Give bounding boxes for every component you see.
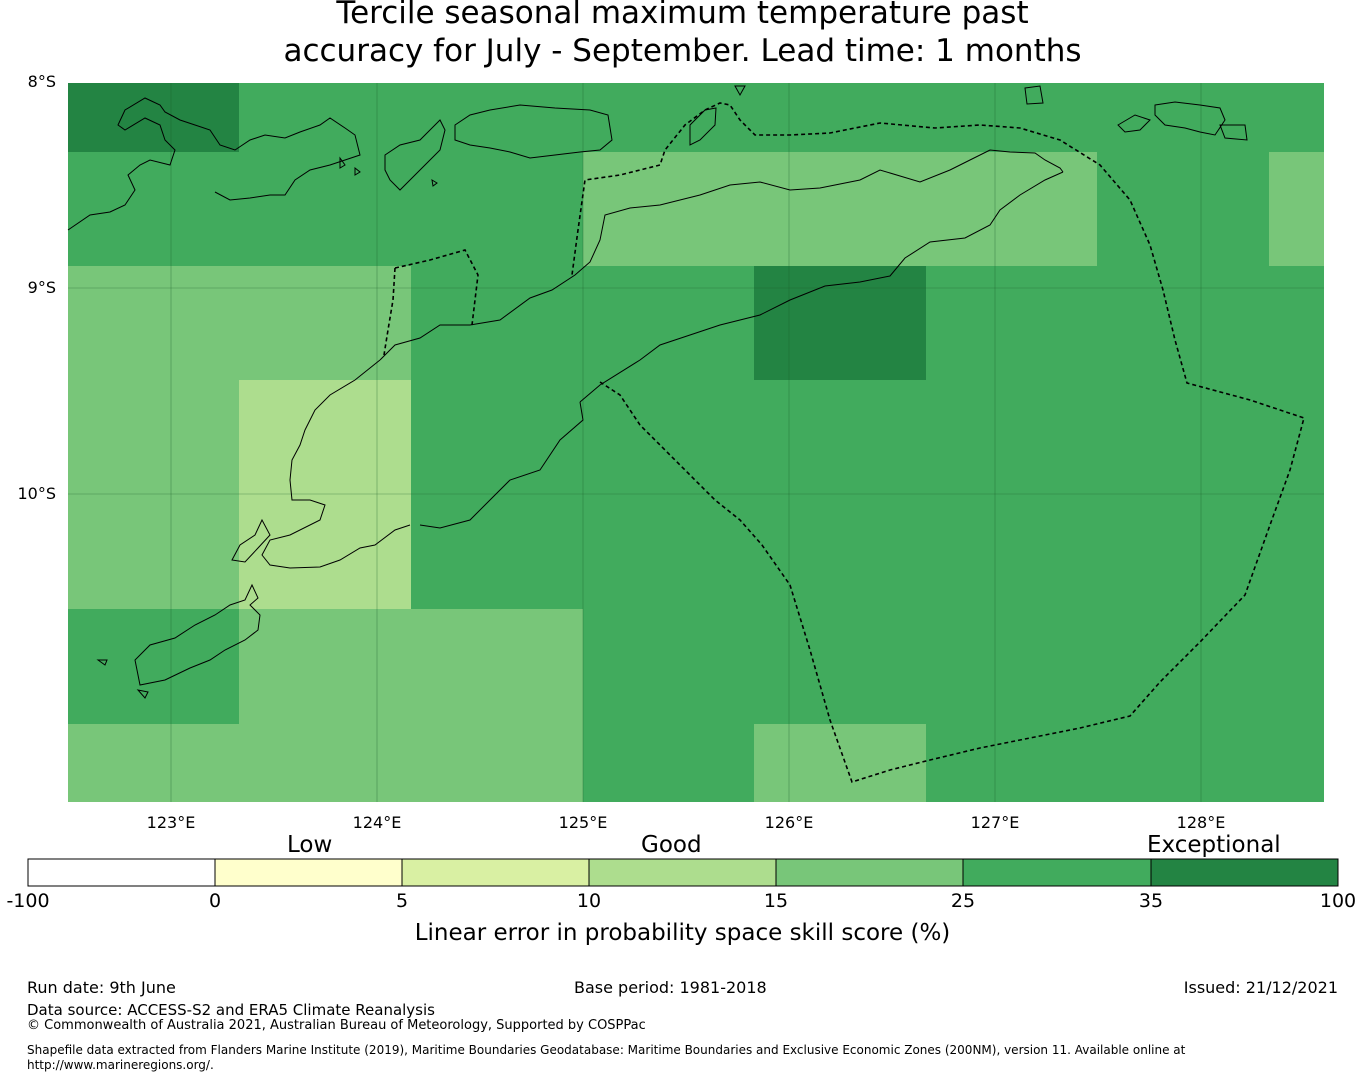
lon-label-127e: 127°E <box>970 813 1020 832</box>
grid-cell <box>754 266 926 380</box>
small-island <box>136 689 149 699</box>
grid-cell <box>583 152 1097 266</box>
lat-label-9s: 9°S <box>27 278 56 297</box>
run-date: Run date: 9th June <box>27 978 176 997</box>
skill-grid <box>68 83 1324 802</box>
shapefile-credit-line-1: Shapefile data extracted from Flanders M… <box>27 1043 1186 1057</box>
lon-label-128e: 128°E <box>1176 813 1226 832</box>
island-north <box>354 166 361 176</box>
flores-coast <box>67 97 361 231</box>
island-north <box>454 104 613 159</box>
island-north <box>689 107 717 146</box>
grid-cell <box>68 724 239 802</box>
lon-label-123e: 123°E <box>146 813 196 832</box>
small-island <box>96 659 108 666</box>
colorbar-segment <box>589 859 776 886</box>
island-north <box>1154 101 1226 136</box>
coastlines <box>67 85 1248 699</box>
island-north <box>734 85 746 97</box>
timor-east-tip <box>379 149 1064 361</box>
grid-cell <box>239 609 583 802</box>
lon-label-126e: 126°E <box>764 813 814 832</box>
oecusse-boundary <box>394 249 479 326</box>
colorbar-tick: 15 <box>763 890 789 912</box>
colorbar-tick: 100 <box>1319 890 1357 912</box>
map-title: Tercile seasonal maximum temperature pas… <box>0 0 1365 70</box>
colorbar <box>27 858 1339 887</box>
island-north <box>1219 124 1248 141</box>
issued-date: Issued: 21/12/2021 <box>1183 978 1338 997</box>
colorbar-category-exceptional: Exceptional <box>1147 832 1281 858</box>
map-title-line-1: Tercile seasonal maximum temperature pas… <box>336 0 1029 31</box>
grid-cell <box>68 609 239 724</box>
island-north <box>384 119 446 191</box>
data-source: Data source: ACCESS-S2 and ERA5 Climate … <box>27 1001 435 1019</box>
grid-cell <box>68 83 239 152</box>
map-title-line-2: accuracy for July - September. Lead time… <box>283 33 1082 69</box>
rote-island <box>134 583 261 686</box>
west-timor-coast <box>261 359 411 569</box>
colorbar-tick: 0 <box>208 890 222 912</box>
colorbar-tick: 10 <box>576 890 602 912</box>
base-period: Base period: 1981-2018 <box>574 978 767 997</box>
graticule <box>68 83 1324 802</box>
timor-south-coast <box>419 401 584 529</box>
colorbar-title: Linear error in probability space skill … <box>414 920 951 946</box>
colorbar-segment <box>963 859 1151 886</box>
colorbar-segment <box>1151 859 1338 886</box>
grid-cell <box>239 380 411 609</box>
map-canvas <box>67 83 1324 802</box>
colorbar-tick: -100 <box>6 890 50 912</box>
grid-cell <box>1269 152 1324 266</box>
maritime-boundaries <box>383 102 1305 783</box>
colorbar-segment <box>28 859 215 886</box>
colorbar-category-good: Good <box>641 832 702 858</box>
grid-cell <box>754 724 926 802</box>
colorbar-category-low: Low <box>287 832 333 858</box>
timor-north-coast <box>579 171 1064 403</box>
island-north <box>1117 114 1151 133</box>
lat-label-8s: 8°S <box>27 72 56 91</box>
colorbar-segment <box>402 859 589 886</box>
oecusse-boundary <box>383 267 396 356</box>
colorbar-segment <box>215 859 402 886</box>
semau-island <box>231 518 271 563</box>
colorbar-outline <box>27 858 1339 887</box>
lon-label-124e: 124°E <box>352 813 402 832</box>
lat-label-10s: 10°S <box>17 484 56 503</box>
colorbar-segment <box>776 859 963 886</box>
colorbar-tick: 35 <box>1138 890 1164 912</box>
island-north <box>339 156 346 169</box>
colorbar-tick: 25 <box>950 890 976 912</box>
island-north <box>431 179 438 187</box>
colorbar-tick: 5 <box>395 890 409 912</box>
shapefile-credit-line-2: http://www.marineregions.org/. <box>27 1058 214 1072</box>
lon-label-125e: 125°E <box>558 813 608 832</box>
island-north <box>1024 85 1044 105</box>
copyright: © Commonwealth of Australia 2021, Austra… <box>27 1018 646 1033</box>
